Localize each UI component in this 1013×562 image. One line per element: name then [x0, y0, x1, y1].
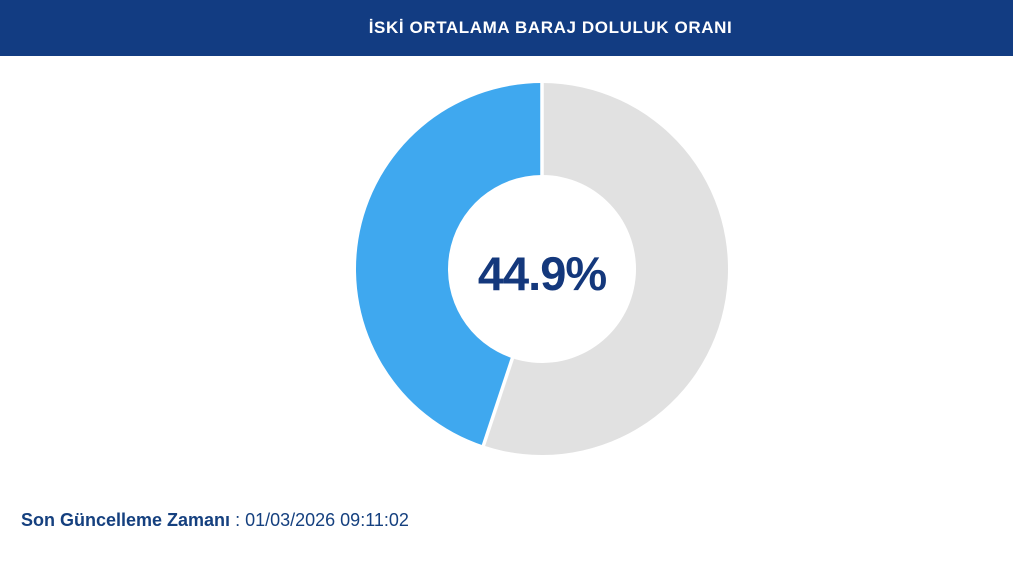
- last-update-label: Son Güncelleme Zamanı: [21, 510, 231, 530]
- donut-segment-remainder: [483, 83, 728, 455]
- donut-segment-fill: [355, 83, 542, 446]
- donut-chart-container: 44.9%: [352, 79, 732, 459]
- header-bar: İSKİ ORTALAMA BARAJ DOLULUK ORANI: [0, 0, 1013, 56]
- last-update-value: 01/03/2026 09:11:02: [245, 510, 409, 530]
- last-update-line: Son Güncelleme Zamanı:01/03/2026 09:11:0…: [21, 510, 409, 531]
- donut-segment-border: [481, 355, 515, 448]
- last-update-separator: :: [235, 510, 241, 530]
- page-title: İSKİ ORTALAMA BARAJ DOLULUK ORANI: [368, 18, 733, 37]
- donut-chart: [355, 81, 728, 455]
